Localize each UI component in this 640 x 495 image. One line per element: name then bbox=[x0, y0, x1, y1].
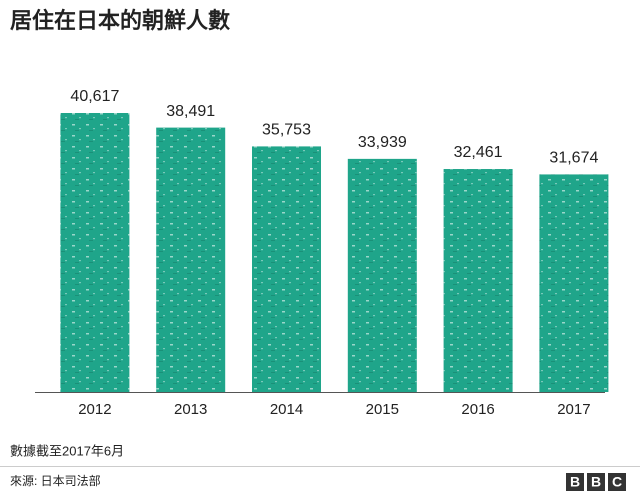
logo-letter: C bbox=[612, 474, 622, 490]
bar-texture bbox=[347, 158, 417, 392]
value-label: 38,491 bbox=[166, 103, 215, 120]
bar-texture bbox=[156, 127, 226, 393]
value-label: 40,617 bbox=[70, 88, 119, 105]
bar-texture bbox=[60, 113, 130, 392]
x-tick-label: 2013 bbox=[174, 401, 207, 418]
x-tick-label: 2016 bbox=[461, 401, 494, 418]
x-tick-label: 2015 bbox=[366, 401, 399, 418]
logo-box bbox=[608, 473, 626, 491]
value-label: 35,753 bbox=[262, 122, 311, 139]
bar-texture bbox=[443, 169, 513, 392]
value-label: 33,939 bbox=[358, 134, 407, 151]
logo-box bbox=[587, 473, 605, 491]
logo-letter: B bbox=[570, 474, 580, 490]
bar-texture bbox=[252, 146, 321, 392]
bar-texture bbox=[539, 174, 609, 392]
value-label: 32,461 bbox=[454, 144, 503, 161]
x-tick-label: 2014 bbox=[270, 401, 303, 418]
x-tick-label: 2017 bbox=[557, 401, 590, 418]
chart-title: 居住在日本的朝鮮人數 bbox=[10, 8, 230, 33]
x-tick-label: 2012 bbox=[78, 401, 111, 418]
logo-letter: B bbox=[591, 474, 601, 490]
note: 數據截至2017年6月 bbox=[10, 443, 124, 458]
logo-box bbox=[566, 473, 584, 491]
value-label: 31,674 bbox=[549, 150, 598, 167]
logo: B B C bbox=[566, 473, 626, 491]
source: 來源: 日本司法部 bbox=[10, 473, 101, 488]
